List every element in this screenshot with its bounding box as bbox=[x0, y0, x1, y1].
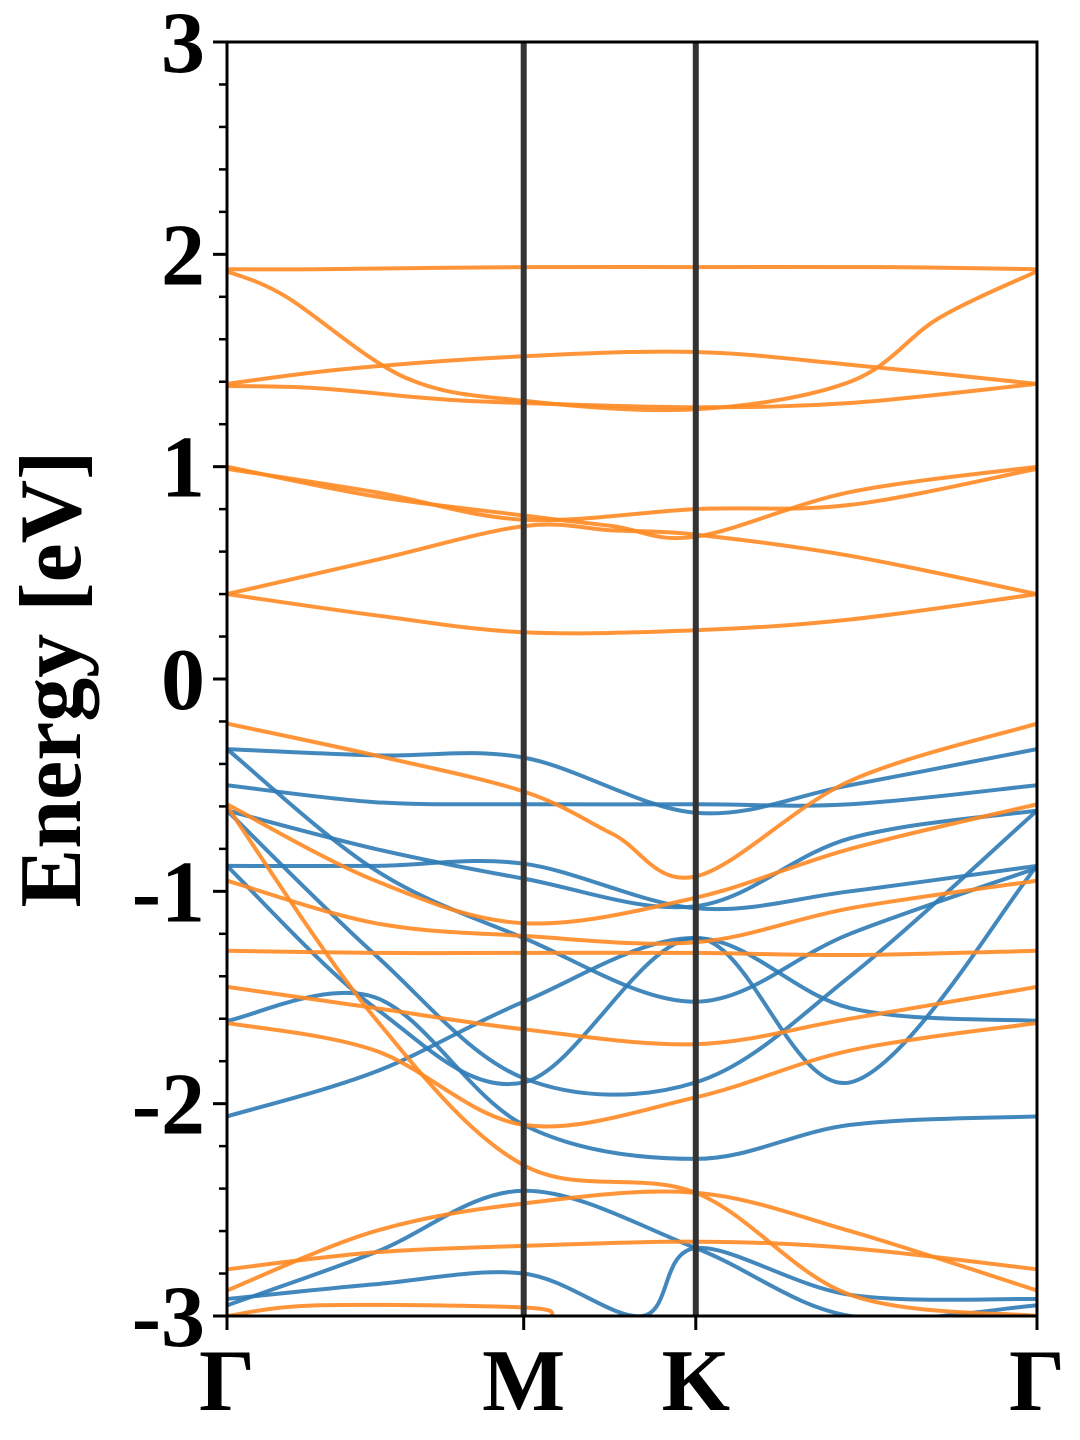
band-lines bbox=[227, 264, 1037, 1316]
conduction-band-line bbox=[227, 264, 1037, 272]
conduction-band-line bbox=[227, 721, 1037, 880]
y-ticks: -3 -2 -1 0 1 2 3 bbox=[132, 0, 227, 1366]
y-tick-label: -2 bbox=[132, 1057, 205, 1154]
y-tick-label: -3 bbox=[132, 1269, 205, 1366]
conduction-band-line bbox=[227, 464, 1037, 541]
conduction-band-line bbox=[227, 466, 1037, 523]
conduction-band-line bbox=[227, 522, 1037, 597]
x-tick-label: Γ bbox=[199, 1333, 255, 1430]
conduction-band-line bbox=[227, 804, 1037, 1316]
valence-band-line bbox=[227, 991, 1037, 1161]
y-tick-label: -1 bbox=[132, 844, 205, 941]
conduction-band-line bbox=[227, 984, 1037, 1047]
conduction-band-line bbox=[227, 1021, 1037, 1129]
k-point-lines bbox=[520, 42, 699, 1316]
y-tick-label: 2 bbox=[161, 207, 205, 304]
valence-band-line bbox=[227, 935, 1037, 1119]
conduction-band-line bbox=[227, 1239, 1037, 1272]
valence-band-line bbox=[227, 863, 1037, 1086]
y-tick-label: 3 bbox=[161, 0, 205, 92]
conduction-band-line bbox=[227, 381, 1037, 410]
x-tick-label: Γ bbox=[1009, 1333, 1065, 1430]
valence-band-line bbox=[227, 808, 1037, 910]
y-tick-label: 1 bbox=[161, 420, 205, 517]
conduction-band-line bbox=[227, 592, 1037, 636]
valence-band-line bbox=[227, 1188, 1037, 1316]
conduction-band-line bbox=[227, 802, 1037, 926]
conduction-band-line bbox=[227, 878, 1037, 946]
conduction-band-line bbox=[227, 948, 1037, 958]
y-axis-label: Energy [eV] bbox=[3, 451, 100, 908]
conduction-band-line bbox=[227, 269, 1037, 413]
x-tick-label: M bbox=[482, 1333, 565, 1430]
conduction-band-line bbox=[227, 1189, 1037, 1293]
x-tick-label: K bbox=[662, 1333, 730, 1430]
valence-band-line bbox=[227, 783, 1037, 808]
conduction-band-line bbox=[227, 1302, 556, 1316]
plot-frame bbox=[225, 40, 1039, 1318]
y-tick-label: 0 bbox=[161, 632, 205, 729]
valence-band-line bbox=[227, 808, 1037, 1097]
valence-band-line bbox=[227, 747, 1037, 1004]
conduction-band-line bbox=[227, 349, 1037, 386]
valence-band-line bbox=[227, 747, 1037, 816]
valence-band-line bbox=[227, 859, 1037, 912]
